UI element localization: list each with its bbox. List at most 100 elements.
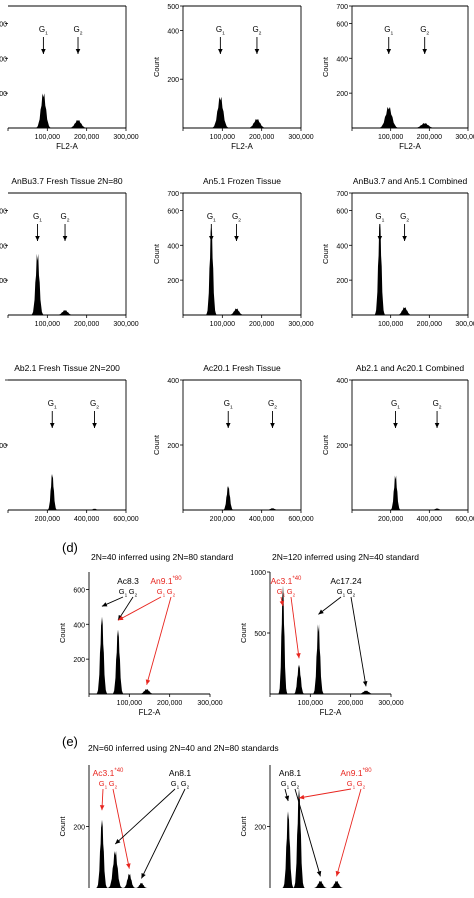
phase-label-G1: G1 <box>375 212 384 223</box>
chart-r3c3: 200 400 200,000 400,000 600,000 Count Ab2.1 an… <box>321 363 474 523</box>
phase-label-G2: G2 <box>433 399 442 410</box>
x-tick-label: 200,000 <box>378 516 403 523</box>
sample-g2-label: G2 <box>129 587 138 597</box>
y-tick-label: 400 <box>336 243 348 250</box>
y-tick-label: 400 <box>167 378 179 385</box>
sample-label-Ac31: Ac3.1*40 <box>271 576 302 586</box>
phase-label-G1: G1 <box>39 25 48 36</box>
x-axis-label: FL2-A <box>320 708 342 717</box>
x-tick-label: 100,000 <box>210 134 235 141</box>
x-tick-label: 600,000 <box>113 516 138 523</box>
phase-label-G2: G2 <box>232 212 241 223</box>
histogram-peak-2 <box>293 664 305 694</box>
y-axis-label: Count <box>152 56 161 77</box>
x-tick-label: 100,000 <box>35 134 60 141</box>
chart-r3c1: 00 200,000 400,000 600,000 Ab2.1 Fresh Tissu… <box>0 363 139 523</box>
phase-label-G2: G2 <box>90 399 99 410</box>
sample-g2-label: G2 <box>167 587 176 597</box>
sample-arrow-1-2 <box>117 596 134 621</box>
phase-arrow-2 <box>422 37 427 54</box>
x-tick-label: 400,000 <box>249 516 274 523</box>
histogram-peak-4 <box>134 882 149 888</box>
y-tick-label: 00 <box>0 243 7 250</box>
x-tick-label: 300,000 <box>197 700 222 707</box>
chart-title: AnBu3.7 and An5.1 Combined <box>353 176 468 186</box>
sample-arrow-2-2 <box>350 596 368 687</box>
histogram-peak-2 <box>55 310 75 315</box>
sample-g2-label: G2 <box>109 779 118 789</box>
sample-arrow-2-2 <box>141 788 186 879</box>
phase-arrow-1 <box>35 224 40 241</box>
y-tick-label: 200 <box>336 443 348 450</box>
phase-arrow-1 <box>41 37 46 54</box>
chart-r1c1: 00 00 00 100,000 200,000 300,000 FL2-A G1 G2 <box>0 5 139 151</box>
phase-arrow-2 <box>402 224 407 241</box>
histogram-peak-3 <box>312 880 329 888</box>
histogram-peak-4 <box>356 690 376 694</box>
x-tick-label: 200,000 <box>249 321 274 328</box>
sample-arrow-1-2 <box>294 788 322 877</box>
histogram-peak-2 <box>112 629 124 694</box>
panel-label-e: (e) <box>62 734 78 749</box>
histogram-peak-1 <box>96 819 108 888</box>
y-axis-label: Count <box>58 622 67 643</box>
chart-r2c2: 200 400 600 700 100,000 200,000 300,000 Count An… <box>152 176 314 328</box>
y-tick-label: 700 <box>167 191 179 198</box>
x-tick-label: 200,000 <box>417 321 442 328</box>
histogram-peak-2 <box>67 119 89 128</box>
y-axis-label: Count <box>58 816 67 837</box>
phase-label-G2: G2 <box>268 399 277 410</box>
y-tick-label: 600 <box>336 21 348 28</box>
y-tick-label: 400 <box>167 28 179 35</box>
x-tick-label: 300,000 <box>288 134 313 141</box>
sample-arrow-1-2 <box>112 788 131 869</box>
x-tick-label: 100,000 <box>378 321 403 328</box>
y-tick-label: 200 <box>167 278 179 285</box>
sample-g1-label: G1 <box>337 587 346 597</box>
histogram-peak-1 <box>222 485 234 510</box>
y-tick-label: 00 <box>0 208 7 215</box>
histogram-peak-1 <box>205 227 217 315</box>
phase-label-G2: G2 <box>252 25 261 36</box>
chart-r1c2: 200 400 500 100,000 200,000 300,000 FL2-A Count… <box>152 4 314 151</box>
histogram-peak-2 <box>107 851 123 888</box>
sample-g1-label: G1 <box>347 779 356 789</box>
x-tick-label: 100,000 <box>298 700 323 707</box>
y-axis-label: Count <box>152 243 161 264</box>
sample-arrow-1-1 <box>99 788 105 811</box>
phase-arrow-1 <box>218 37 223 54</box>
chart-title: An5.1 Frozen Tissue <box>203 176 281 186</box>
x-axis-label: FL2-A <box>56 142 78 151</box>
histogram-peak-3 <box>122 873 137 888</box>
histogram-peak-2 <box>396 307 413 315</box>
sample-g1-label: G1 <box>281 779 290 789</box>
y-tick-label: 1000 <box>250 570 266 577</box>
histogram-peak-1 <box>377 107 400 128</box>
y-tick-label: 00 <box>0 443 7 450</box>
x-tick-label: 300,000 <box>288 321 313 328</box>
x-tick-label: 200,000 <box>338 700 363 707</box>
chart-r3c2: 200 400 200,000 400,000 600,000 Count Ac20.1 F… <box>152 363 314 523</box>
phase-arrow-2 <box>92 411 97 428</box>
sample-label-An91: An9.1*80 <box>150 576 182 586</box>
chart-d1: 200 400 600 100,000 200,000 300,000 FL2-A Count… <box>58 552 234 717</box>
sample-arrow-1-1 <box>101 596 124 607</box>
histogram-peak-3 <box>312 624 325 694</box>
chart-title: AnBu3.7 Fresh Tissue 2N=80 <box>11 176 123 186</box>
sample-label-Ac31: Ac3.1*40 <box>93 768 124 778</box>
y-tick-label: 200 <box>336 278 348 285</box>
sample-g2-label: G2 <box>347 587 356 597</box>
phase-arrow-2 <box>62 224 68 241</box>
y-axis-label: Count <box>239 622 248 643</box>
y-axis-label: Count <box>321 56 330 77</box>
y-tick-label: 00 <box>0 56 7 63</box>
chart-r2c1: 00 00 00 100,000 200,000 300,000 AnBu3.7 Fresh… <box>0 176 139 328</box>
y-tick-label: 500 <box>167 4 179 11</box>
y-tick-label: 00 <box>0 91 7 98</box>
y-axis-label: Count <box>152 434 161 455</box>
sample-g1-label: G1 <box>99 779 108 789</box>
phase-label-G2: G2 <box>400 212 409 223</box>
phase-label-G1: G1 <box>384 25 393 36</box>
